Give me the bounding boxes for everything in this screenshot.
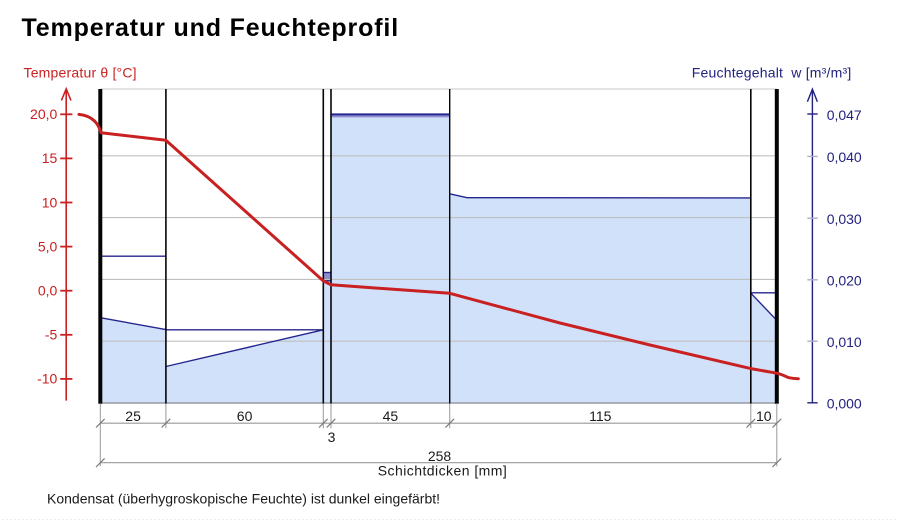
svg-text:10: 10 [42,194,58,210]
svg-text:0,0: 0,0 [38,283,58,299]
svg-text:Feuchtegehalt w [m³/m³]: Feuchtegehalt w [m³/m³] [692,64,852,80]
svg-text:0,010: 0,010 [827,334,862,350]
svg-text:-10: -10 [37,371,57,387]
svg-text:60: 60 [237,408,253,424]
svg-text:Kondensat (überhygroskopische: Kondensat (überhygroskopische Feuchte) i… [47,490,440,506]
svg-text:-5: -5 [45,327,58,343]
svg-text:258: 258 [428,448,452,464]
svg-text:0,047: 0,047 [827,107,862,123]
svg-text:20,0: 20,0 [30,106,57,122]
svg-text:5,0: 5,0 [38,238,58,254]
svg-text:45: 45 [383,408,399,424]
svg-text:Schichtdicken [mm]: Schichtdicken [mm] [378,463,507,479]
svg-text:15: 15 [42,150,58,166]
svg-text:115: 115 [589,408,612,424]
svg-text:0,040: 0,040 [827,149,862,165]
svg-text:0,030: 0,030 [827,211,862,227]
svg-text:25: 25 [125,408,141,424]
svg-text:10: 10 [756,408,772,424]
svg-text:Temperatur θ [°C]: Temperatur θ [°C] [24,64,137,80]
svg-text:0,020: 0,020 [827,273,862,289]
svg-text:3: 3 [328,429,336,445]
svg-text:Temperatur und Feuchteprofil: Temperatur und Feuchteprofil [22,14,400,42]
svg-text:0,000: 0,000 [827,396,862,412]
